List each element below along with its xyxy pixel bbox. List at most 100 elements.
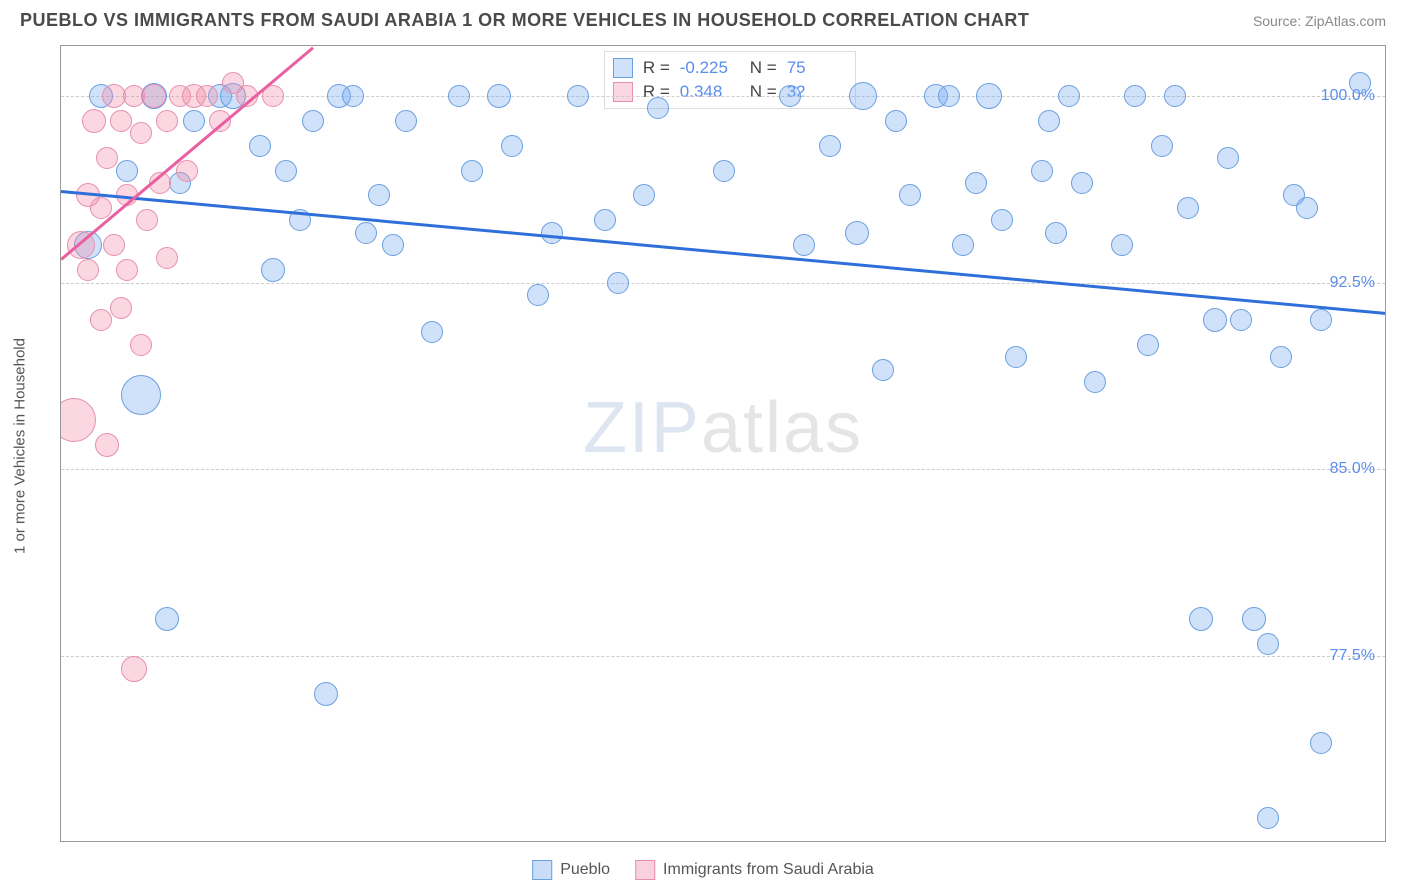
- data-point: [155, 607, 179, 631]
- data-point: [368, 184, 390, 206]
- data-point: [395, 110, 417, 132]
- data-point: [95, 433, 119, 457]
- data-point: [713, 160, 735, 182]
- chart-area: ZIPatlas R =-0.225N =75R =0.348N =32 100…: [60, 45, 1386, 842]
- data-point: [1310, 732, 1332, 754]
- data-point: [976, 83, 1002, 109]
- data-point: [1189, 607, 1213, 631]
- data-point: [885, 110, 907, 132]
- chart-header: PUEBLO VS IMMIGRANTS FROM SAUDI ARABIA 1…: [0, 0, 1406, 36]
- data-point: [302, 110, 324, 132]
- y-axis-label: 1 or more Vehicles in Household: [12, 338, 29, 554]
- data-point: [594, 209, 616, 231]
- data-point: [965, 172, 987, 194]
- stat-r-label: R =: [643, 58, 670, 78]
- data-point: [793, 234, 815, 256]
- data-point: [1005, 346, 1027, 368]
- data-point: [136, 209, 158, 231]
- correlation-stats-box: R = -0.225 N = 75R =0.348N =32: [604, 51, 856, 109]
- data-point: [342, 85, 364, 107]
- gridline: [61, 283, 1385, 284]
- data-point: [1270, 346, 1292, 368]
- data-point: [448, 85, 470, 107]
- data-point: [96, 147, 118, 169]
- data-point: [355, 222, 377, 244]
- data-point: [501, 135, 523, 157]
- data-point: [90, 197, 112, 219]
- data-point: [1230, 309, 1252, 331]
- data-point: [176, 160, 198, 182]
- chart-title: PUEBLO VS IMMIGRANTS FROM SAUDI ARABIA 1…: [20, 10, 1029, 31]
- data-point: [142, 84, 166, 108]
- data-point: [1137, 334, 1159, 356]
- data-point: [130, 334, 152, 356]
- legend-swatch: [532, 860, 552, 880]
- data-point: [1296, 197, 1318, 219]
- stat-n-value: 75: [787, 58, 847, 78]
- gridline: [61, 656, 1385, 657]
- watermark-bold: ZIP: [583, 388, 701, 468]
- data-point: [647, 97, 669, 119]
- data-point: [952, 234, 974, 256]
- series-swatch: [613, 82, 633, 102]
- data-point: [1031, 160, 1053, 182]
- data-point: [607, 272, 629, 294]
- data-point: [779, 85, 801, 107]
- data-point: [116, 259, 138, 281]
- legend-label: Pueblo: [560, 861, 610, 879]
- data-point: [1242, 607, 1266, 631]
- data-point: [156, 247, 178, 269]
- data-point: [275, 160, 297, 182]
- data-point: [1349, 72, 1371, 94]
- data-point: [421, 321, 443, 343]
- data-point: [130, 122, 152, 144]
- data-point: [899, 184, 921, 206]
- series-swatch: [613, 58, 633, 78]
- plot-area: ZIPatlas R =-0.225N =75R =0.348N =32 100…: [61, 46, 1385, 841]
- y-tick-label: 85.0%: [1330, 460, 1375, 478]
- data-point: [1151, 135, 1173, 157]
- y-tick-label: 77.5%: [1330, 647, 1375, 665]
- data-point: [541, 222, 563, 244]
- data-point: [487, 84, 511, 108]
- data-point: [1071, 172, 1093, 194]
- data-point: [382, 234, 404, 256]
- data-point: [633, 184, 655, 206]
- data-point: [1124, 85, 1146, 107]
- data-point: [90, 309, 112, 331]
- data-point: [110, 297, 132, 319]
- stat-r-value: 0.348: [680, 82, 740, 102]
- data-point: [249, 135, 271, 157]
- data-point: [845, 221, 869, 245]
- stat-row: R =0.348N =32: [613, 80, 847, 104]
- stat-n-label: N =: [750, 58, 777, 78]
- data-point: [77, 259, 99, 281]
- gridline: [61, 96, 1385, 97]
- data-point: [527, 284, 549, 306]
- data-point: [116, 160, 138, 182]
- data-point: [1177, 197, 1199, 219]
- data-point: [61, 398, 96, 442]
- data-point: [872, 359, 894, 381]
- legend-label: Immigrants from Saudi Arabia: [663, 861, 874, 879]
- data-point: [938, 85, 960, 107]
- data-point: [121, 375, 161, 415]
- data-point: [461, 160, 483, 182]
- data-point: [82, 109, 106, 133]
- data-point: [1203, 308, 1227, 332]
- legend: Pueblo Immigrants from Saudi Arabia: [532, 860, 874, 880]
- data-point: [1164, 85, 1186, 107]
- gridline: [61, 469, 1385, 470]
- legend-item: Pueblo: [532, 860, 610, 880]
- data-point: [183, 110, 205, 132]
- stat-r-value: -0.225: [680, 58, 740, 78]
- chart-source: Source: ZipAtlas.com: [1253, 13, 1386, 29]
- legend-swatch: [635, 860, 655, 880]
- data-point: [1257, 807, 1279, 829]
- data-point: [991, 209, 1013, 231]
- data-point: [1217, 147, 1239, 169]
- y-tick-label: 92.5%: [1330, 274, 1375, 292]
- data-point: [1310, 309, 1332, 331]
- data-point: [819, 135, 841, 157]
- data-point: [196, 85, 218, 107]
